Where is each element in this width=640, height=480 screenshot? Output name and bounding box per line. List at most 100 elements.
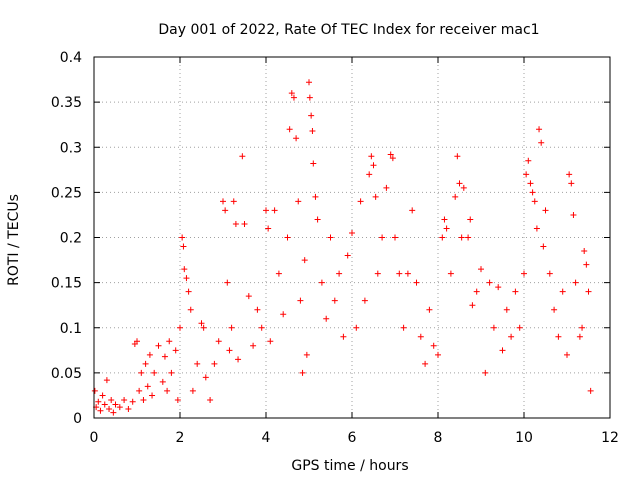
- data-point: [288, 90, 295, 97]
- data-point: [508, 333, 515, 340]
- data-point: [583, 261, 590, 268]
- data-point: [443, 225, 450, 232]
- data-point: [110, 409, 117, 416]
- data-point: [129, 398, 136, 405]
- x-tick-label: 6: [348, 430, 357, 446]
- data-point: [306, 79, 312, 86]
- data-point: [103, 377, 110, 384]
- data-point: [521, 270, 527, 277]
- data-point: [91, 387, 98, 394]
- data-point: [146, 351, 153, 358]
- data-point: [361, 297, 368, 304]
- data-point: [161, 353, 168, 360]
- data-point: [566, 171, 573, 178]
- data-point: [125, 405, 132, 412]
- data-point: [323, 315, 330, 322]
- data-point: [286, 126, 293, 133]
- data-point: [467, 216, 474, 223]
- data-point: [224, 279, 231, 286]
- data-point: [200, 324, 207, 331]
- data-point: [441, 216, 448, 223]
- data-point: [368, 153, 375, 160]
- data-point: [230, 198, 237, 205]
- data-point: [314, 216, 321, 223]
- data-point: [540, 243, 547, 250]
- data-point: [172, 347, 179, 354]
- data-point: [495, 284, 502, 291]
- data-point: [299, 369, 306, 376]
- data-point: [177, 324, 183, 331]
- data-point: [536, 126, 543, 133]
- data-point: [301, 257, 308, 264]
- data-point: [523, 171, 530, 178]
- data-point: [570, 211, 577, 218]
- data-point: [542, 207, 549, 214]
- data-point: [572, 279, 579, 286]
- x-axis-tick-labels: 0 2 4 6 8 10 12: [90, 430, 619, 446]
- data-point: [189, 387, 196, 394]
- data-point: [409, 207, 416, 214]
- data-point: [239, 153, 246, 160]
- data-point: [258, 324, 265, 331]
- x-axis-label: GPS time / hours: [291, 458, 408, 474]
- data-point: [452, 193, 459, 200]
- y-tick-label: 0.2: [60, 231, 82, 247]
- data-point: [579, 324, 586, 331]
- data-point: [149, 392, 156, 399]
- y-axis-label: ROTI / TECUs: [6, 194, 22, 286]
- y-tick-label: 0.35: [51, 95, 82, 111]
- data-point: [284, 234, 291, 241]
- data-point: [168, 369, 175, 376]
- data-point: [254, 306, 261, 313]
- data-point: [202, 374, 209, 381]
- data-point: [340, 333, 347, 340]
- grid-lines: [94, 57, 610, 418]
- data-point: [183, 275, 190, 282]
- data-point: [516, 324, 523, 331]
- data-point: [250, 342, 257, 349]
- data-point: [155, 342, 162, 349]
- data-point: [194, 360, 201, 367]
- data-point: [392, 234, 398, 241]
- data-point: [581, 248, 588, 255]
- data-point: [121, 396, 128, 403]
- data-point: [400, 324, 407, 331]
- data-point: [174, 396, 181, 403]
- data-point: [336, 270, 343, 277]
- data-point: [310, 160, 317, 167]
- data-point: [97, 407, 104, 414]
- data-point: [404, 270, 411, 277]
- data-point: [512, 288, 519, 295]
- data-point: [527, 180, 534, 187]
- x-tick-label: 0: [90, 430, 99, 446]
- y-tick-label: 0.05: [51, 366, 82, 382]
- data-point: [138, 369, 145, 376]
- data-point: [245, 293, 252, 300]
- data-point: [454, 153, 461, 160]
- data-point: [295, 198, 302, 205]
- data-point: [164, 387, 171, 394]
- data-point: [551, 306, 558, 313]
- data-point: [112, 401, 119, 408]
- data-point: [525, 157, 532, 164]
- x-tick-label: 12: [601, 430, 619, 446]
- data-point: [151, 369, 158, 376]
- data-point: [280, 311, 287, 318]
- data-point: [564, 351, 570, 358]
- data-point: [568, 180, 575, 187]
- data-point: [134, 338, 140, 345]
- data-point: [275, 270, 282, 277]
- data-point: [353, 324, 360, 331]
- data-point: [106, 405, 113, 412]
- data-point: [265, 225, 272, 232]
- data-point: [417, 333, 424, 340]
- data-point: [142, 360, 149, 367]
- data-point: [585, 288, 592, 295]
- data-point: [587, 387, 594, 394]
- data-point: [241, 220, 248, 227]
- data-point: [486, 279, 493, 286]
- data-point: [185, 288, 192, 295]
- x-tick-label: 4: [262, 430, 271, 446]
- data-point: [179, 234, 186, 241]
